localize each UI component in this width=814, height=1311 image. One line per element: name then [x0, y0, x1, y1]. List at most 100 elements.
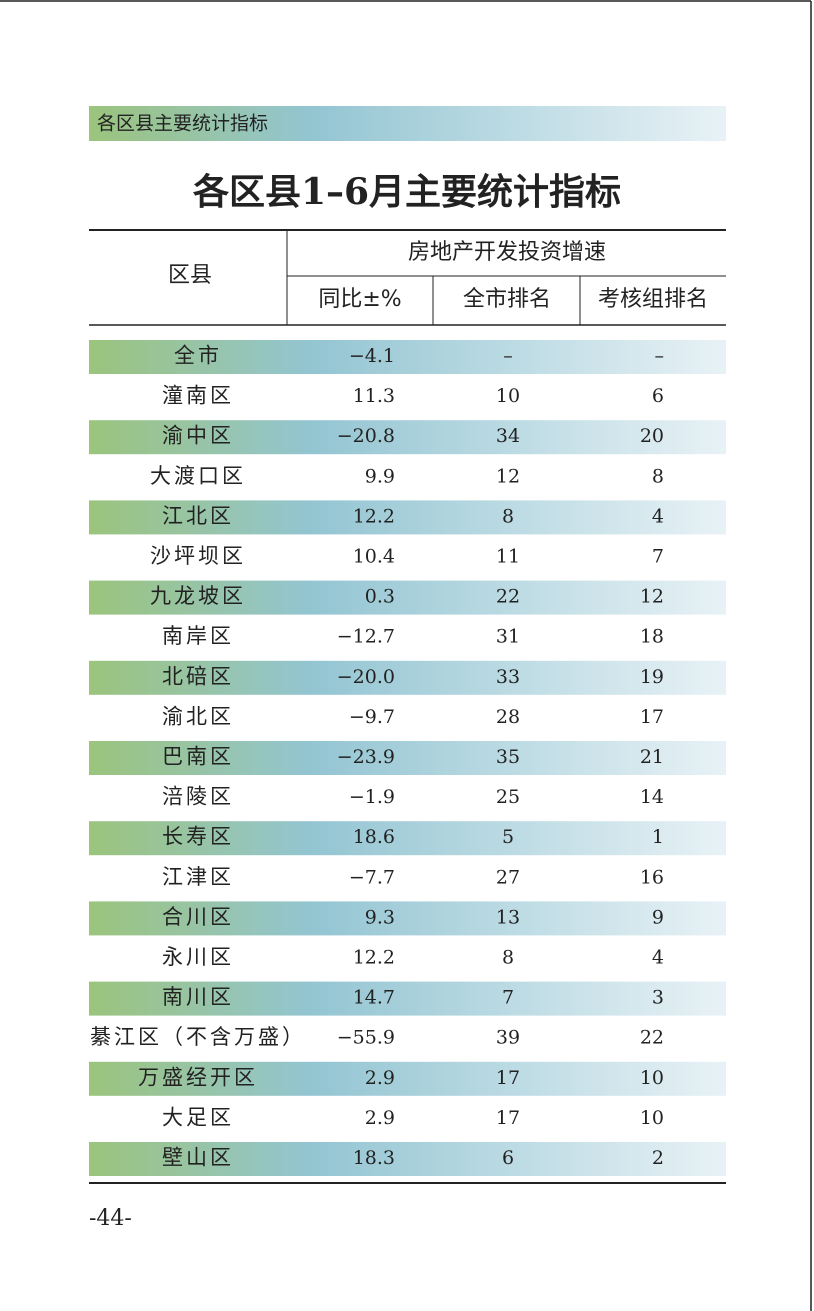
cell-value: 17 [496, 1067, 520, 1089]
cell-value: 17 [496, 1107, 520, 1129]
row-shade [89, 821, 726, 856]
row-shade [89, 981, 726, 1016]
district-name: 沙坪坝区 [150, 544, 246, 568]
cell-value: 34 [496, 425, 520, 447]
table-title: 各区县1–6月主要统计指标 [193, 171, 621, 213]
district-name: 南川区 [162, 985, 234, 1009]
cell-value: 18.3 [353, 1147, 395, 1169]
row-shade [89, 741, 726, 775]
column-header: 房地产开发投资增速 [408, 240, 606, 265]
cell-value: 9.3 [365, 906, 395, 928]
district-name: 北碚区 [162, 664, 234, 688]
cell-value: 7 [502, 987, 514, 1009]
column-header: 全市排名 [463, 287, 551, 312]
cell-value: 2.9 [365, 1067, 395, 1089]
row-shade [89, 500, 726, 535]
district-name: 合川区 [162, 905, 234, 929]
district-name: 江津区 [162, 865, 234, 889]
district-name: 万盛经开区 [138, 1065, 258, 1089]
cell-value: 0.3 [365, 586, 395, 608]
cell-value: 9.9 [365, 465, 395, 487]
district-name: 全市 [174, 344, 222, 368]
district-name: 巴南区 [162, 745, 234, 769]
cell-value: −9.7 [349, 706, 395, 728]
cell-value: 2.9 [365, 1107, 395, 1129]
cell-value: 28 [496, 706, 520, 728]
cell-value: 27 [496, 866, 520, 888]
row-shade [89, 580, 726, 615]
section-banner [89, 106, 726, 141]
cell-value: 11 [496, 546, 520, 568]
district-name: 壁山区 [162, 1146, 234, 1170]
cell-value: −20.8 [337, 425, 395, 447]
district-name: 大渡口区 [150, 464, 246, 488]
row-shade [89, 901, 726, 936]
section-title: 各区县主要统计指标 [97, 113, 268, 135]
cell-value: 14.7 [353, 987, 395, 1009]
district-name: 渝北区 [162, 704, 234, 728]
district-name: 涪陵区 [162, 785, 234, 809]
cell-value: 20 [640, 425, 664, 447]
cell-value: 16 [640, 866, 664, 888]
cell-value: – [655, 345, 665, 367]
cell-value: 8 [652, 465, 664, 487]
district-name: 永川区 [162, 945, 234, 969]
cell-value: 4 [652, 947, 664, 969]
row-shade [89, 1142, 726, 1176]
cell-value: −12.7 [337, 626, 395, 648]
cell-value: 13 [496, 906, 520, 928]
cell-value: 6 [652, 385, 664, 407]
district-name: 潼南区 [162, 384, 234, 408]
cell-value: 10 [496, 385, 520, 407]
row-shade [89, 340, 726, 374]
cell-value: 39 [496, 1027, 520, 1049]
cell-value: 14 [640, 786, 664, 808]
cell-value: 9 [652, 906, 664, 928]
cell-value: 33 [496, 666, 520, 688]
cell-value: 11.3 [353, 385, 395, 407]
cell-value: −55.9 [337, 1027, 395, 1049]
cell-value: 6 [502, 1147, 514, 1169]
cell-value: 4 [652, 505, 664, 527]
cell-value: 1 [652, 826, 664, 848]
cell-value: −23.9 [337, 746, 395, 768]
cell-value: 18 [640, 626, 664, 648]
district-name: 南岸区 [162, 624, 234, 648]
column-header: 区县 [168, 263, 212, 288]
column-header: 考核组排名 [598, 287, 708, 312]
cell-value: 8 [502, 947, 514, 969]
cell-value: 25 [496, 786, 520, 808]
cell-value: 7 [652, 546, 664, 568]
cell-value: 12.2 [353, 505, 395, 527]
cell-value: 8 [502, 505, 514, 527]
cell-value: 17 [640, 706, 664, 728]
cell-value: 12.2 [353, 947, 395, 969]
cell-value: 2 [652, 1147, 664, 1169]
district-name: 渝中区 [162, 424, 234, 448]
cell-value: 10 [640, 1067, 664, 1089]
cell-value: −1.9 [349, 786, 395, 808]
column-header: 同比±% [318, 287, 401, 312]
page-number: -44- [89, 1206, 132, 1231]
cell-value: 35 [496, 746, 520, 768]
district-name: 江北区 [162, 504, 234, 528]
district-name: 九龙坡区 [150, 584, 246, 608]
cell-value: 22 [640, 1027, 664, 1049]
cell-value: −20.0 [337, 666, 395, 688]
row-shade [89, 1061, 726, 1096]
cell-value: 31 [496, 626, 520, 648]
cell-value: 19 [640, 666, 664, 688]
cell-value: 12 [496, 465, 520, 487]
cell-value: −4.1 [349, 345, 395, 367]
cell-value: – [503, 345, 513, 367]
row-shade [89, 660, 726, 695]
cell-value: 10 [640, 1107, 664, 1129]
district-name: 长寿区 [162, 825, 234, 849]
cell-value: 5 [502, 826, 514, 848]
row-shade [89, 420, 726, 455]
cell-value: 22 [496, 586, 520, 608]
cell-value: 21 [640, 746, 664, 768]
